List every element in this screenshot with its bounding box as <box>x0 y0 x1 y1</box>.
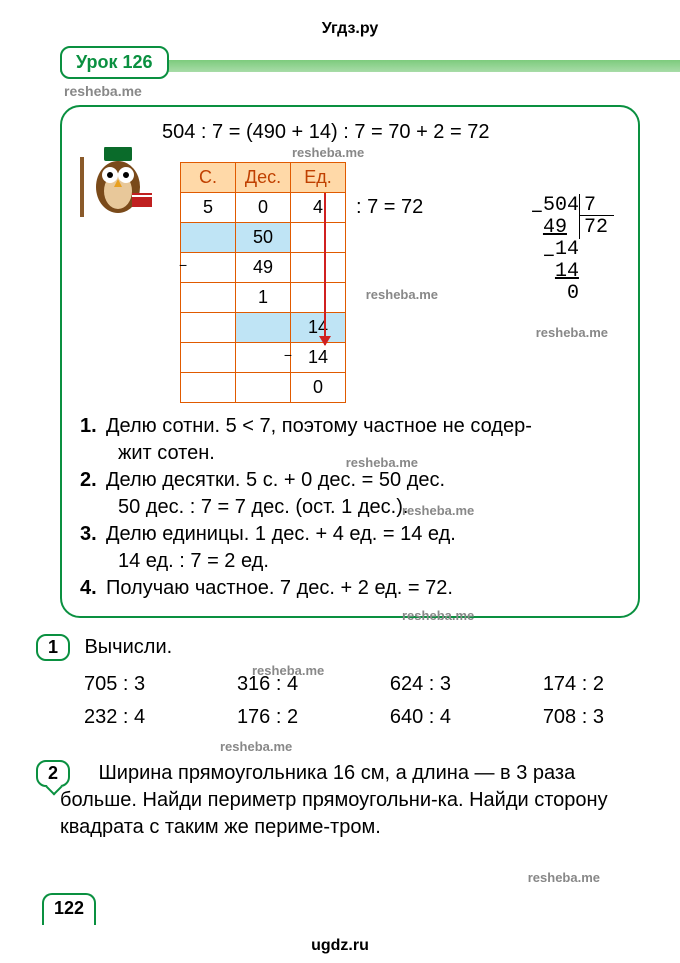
site-header: Угдз.ру <box>60 20 640 38</box>
step: 3.Делю единицы. 1 дес. + 4 ед. = 14 ед.1… <box>80 521 620 575</box>
expr: 232 : 4 <box>84 706 145 729</box>
cell <box>291 223 346 253</box>
expr: 705 : 3 <box>84 673 145 696</box>
expr: 640 : 4 <box>390 706 451 729</box>
division-table: С. Дес. Ед. 504 50 −49 1 14 −14 0 <box>180 162 346 403</box>
equation: 504 : 7 = (490 + 14) : 7 = 70 + 2 = 72 <box>162 121 620 144</box>
cell <box>291 283 346 313</box>
cell <box>181 223 236 253</box>
watermark: resheba.me <box>292 145 364 160</box>
page-number: 122 <box>42 893 96 925</box>
cell <box>181 343 236 373</box>
owl-icon <box>76 139 156 229</box>
cell: 4 <box>291 193 346 223</box>
calc-grid: 705 : 3 316 : 4 624 : 3 174 : 2 232 : 4 … <box>84 673 640 729</box>
cell: 5 <box>181 193 236 223</box>
watermark: resheba.me <box>346 455 418 470</box>
watermark: resheba.me <box>528 870 600 885</box>
cell: 0 <box>291 373 346 403</box>
expr: 624 : 3 <box>390 673 451 696</box>
lesson-label: Урок 126 <box>60 46 169 79</box>
watermark: resheba.me <box>536 325 608 340</box>
cell: 1 <box>236 283 291 313</box>
cell: 0 <box>236 193 291 223</box>
cell <box>181 373 236 403</box>
long-division: −5047 49 72 −14 14 0 <box>531 195 614 305</box>
watermark: resheba.me <box>402 502 474 520</box>
col-header: Дес. <box>236 163 291 193</box>
expr: 174 : 2 <box>543 673 604 696</box>
site-footer: ugdz.ru <box>0 937 680 955</box>
example-box: 504 : 7 = (490 + 14) : 7 = 70 + 2 = 72 r… <box>60 105 640 618</box>
step: 2.Делю десятки. 5 с. + 0 дес. = 50 дес.5… <box>80 467 620 521</box>
cell <box>181 313 236 343</box>
lesson-header: Урок 126 <box>60 46 640 79</box>
cell <box>291 253 346 283</box>
task-text: Ширина прямоугольника 16 см, а длина — в… <box>60 762 608 838</box>
col-header: С. <box>181 163 236 193</box>
task-title: Вычисли. <box>84 636 172 658</box>
task-badge: 1 <box>36 634 70 661</box>
side-equation: : 7 = 72 <box>356 196 423 219</box>
watermark: resheba.me <box>366 287 438 302</box>
expr: 176 : 2 <box>237 706 298 729</box>
steps-list: 1.Делю сотни. 5 < 7, поэтому частное не … <box>80 413 620 602</box>
watermark: resheba.me <box>64 83 640 99</box>
cell: 50 <box>236 223 291 253</box>
cell <box>236 313 291 343</box>
cell: 49 <box>236 253 291 283</box>
cell <box>236 373 291 403</box>
watermark: resheba.me <box>252 662 324 680</box>
watermark: resheba.me <box>402 607 474 625</box>
cell: − <box>236 343 291 373</box>
cell: − <box>181 253 236 283</box>
cell: 14 <box>291 313 346 343</box>
arrow-icon <box>324 193 326 345</box>
cell: 14 <box>291 343 346 373</box>
expr: 708 : 3 <box>543 706 604 729</box>
watermark: resheba.me <box>220 739 640 754</box>
task-2: 2 Ширина прямоугольника 16 см, а длина —… <box>60 760 640 841</box>
task-badge: 2 <box>36 760 70 787</box>
task-1: 1 Вычисли. 705 : 3 316 : 4 624 : 3 174 :… <box>60 634 640 754</box>
step: 4.Получаю частное. 7 дес. + 2 ед. = 72. <box>80 575 620 602</box>
cell <box>181 283 236 313</box>
col-header: Ед. <box>291 163 346 193</box>
